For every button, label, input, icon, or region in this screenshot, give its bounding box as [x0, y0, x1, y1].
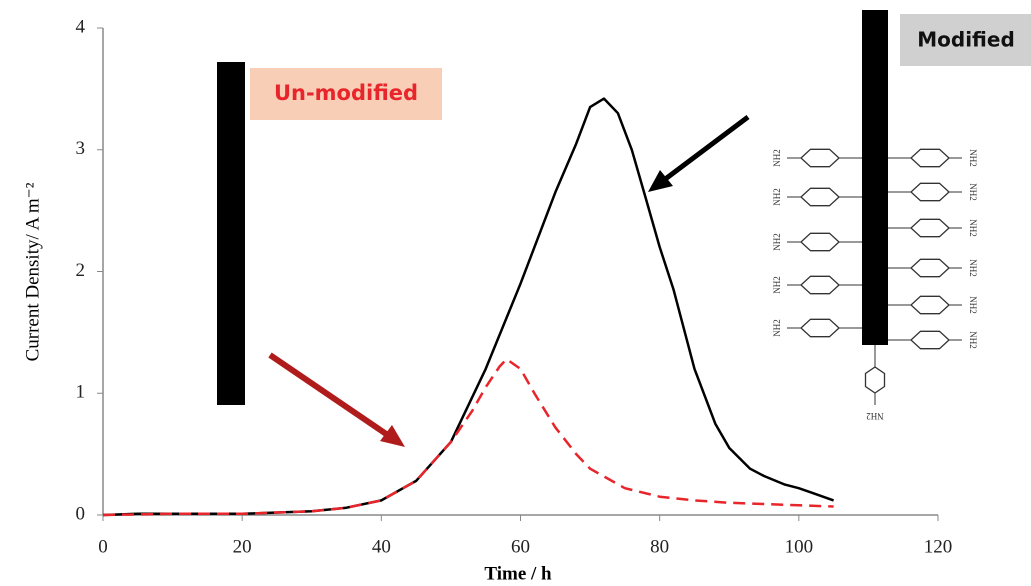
molecules: NH2 NH2 NH2 NH2 NH2 NH2 NH2 NH2 NH2 NH2 NH2 NH2: [772, 148, 978, 421]
substituent-label: NH2: [772, 233, 782, 251]
y-tick-label: 3: [76, 138, 86, 159]
modified-electrode: [862, 10, 888, 345]
substituent-label: NH2: [968, 183, 978, 201]
arrow-head: [380, 425, 405, 447]
substituent-label: NH2: [968, 296, 978, 314]
substituent-label: NH2: [866, 411, 884, 421]
series-line: [102, 357, 834, 517]
substituent-label: NH2: [772, 188, 782, 206]
y-tick-label: 2: [76, 260, 86, 281]
x-tick-label: 0: [98, 536, 108, 557]
y-tick-label: 4: [76, 16, 86, 37]
unmodified-label-box: [250, 68, 442, 120]
x-tick-label: 100: [785, 536, 814, 557]
y-axis-title: Current Density/ A m⁻²: [22, 182, 43, 361]
x-tick-label: 40: [372, 536, 391, 557]
modified-label-box: [900, 14, 1031, 66]
unmodified-label: Un-modified: [274, 81, 418, 105]
substituent-label: NH2: [968, 219, 978, 237]
substituent-label: NH2: [772, 149, 782, 167]
unmodified-electrode: [217, 62, 245, 405]
x-tick-label: 60: [511, 536, 530, 557]
x-tick-label: 80: [650, 536, 669, 557]
x-tick-label: 120: [924, 536, 953, 557]
arrows: [268, 115, 750, 447]
substituent-label: NH2: [772, 319, 782, 337]
arrow: [658, 115, 750, 185]
y-tick-label: 1: [76, 382, 86, 403]
arrow: [268, 352, 397, 443]
substituent-label: NH2: [968, 149, 978, 167]
x-tick-label: 20: [233, 536, 252, 557]
arrow-head: [648, 170, 673, 192]
y-tick-label: 0: [76, 503, 86, 524]
substituent-label: NH2: [968, 259, 978, 277]
substituent-label: NH2: [772, 276, 782, 294]
modified-label: Modified: [917, 28, 1015, 52]
substituent-label: NH2: [968, 331, 978, 349]
x-axis-title: Time / h: [484, 563, 552, 584]
